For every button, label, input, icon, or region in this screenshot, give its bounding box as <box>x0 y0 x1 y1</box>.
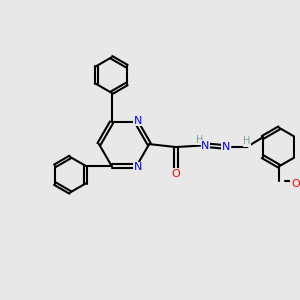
Text: N: N <box>134 162 142 172</box>
Text: N: N <box>201 141 209 151</box>
Text: O: O <box>291 179 300 189</box>
Text: H: H <box>243 136 250 146</box>
Text: H: H <box>196 135 203 145</box>
Text: O: O <box>171 169 180 178</box>
Text: N: N <box>134 116 142 126</box>
Text: N: N <box>222 142 230 152</box>
